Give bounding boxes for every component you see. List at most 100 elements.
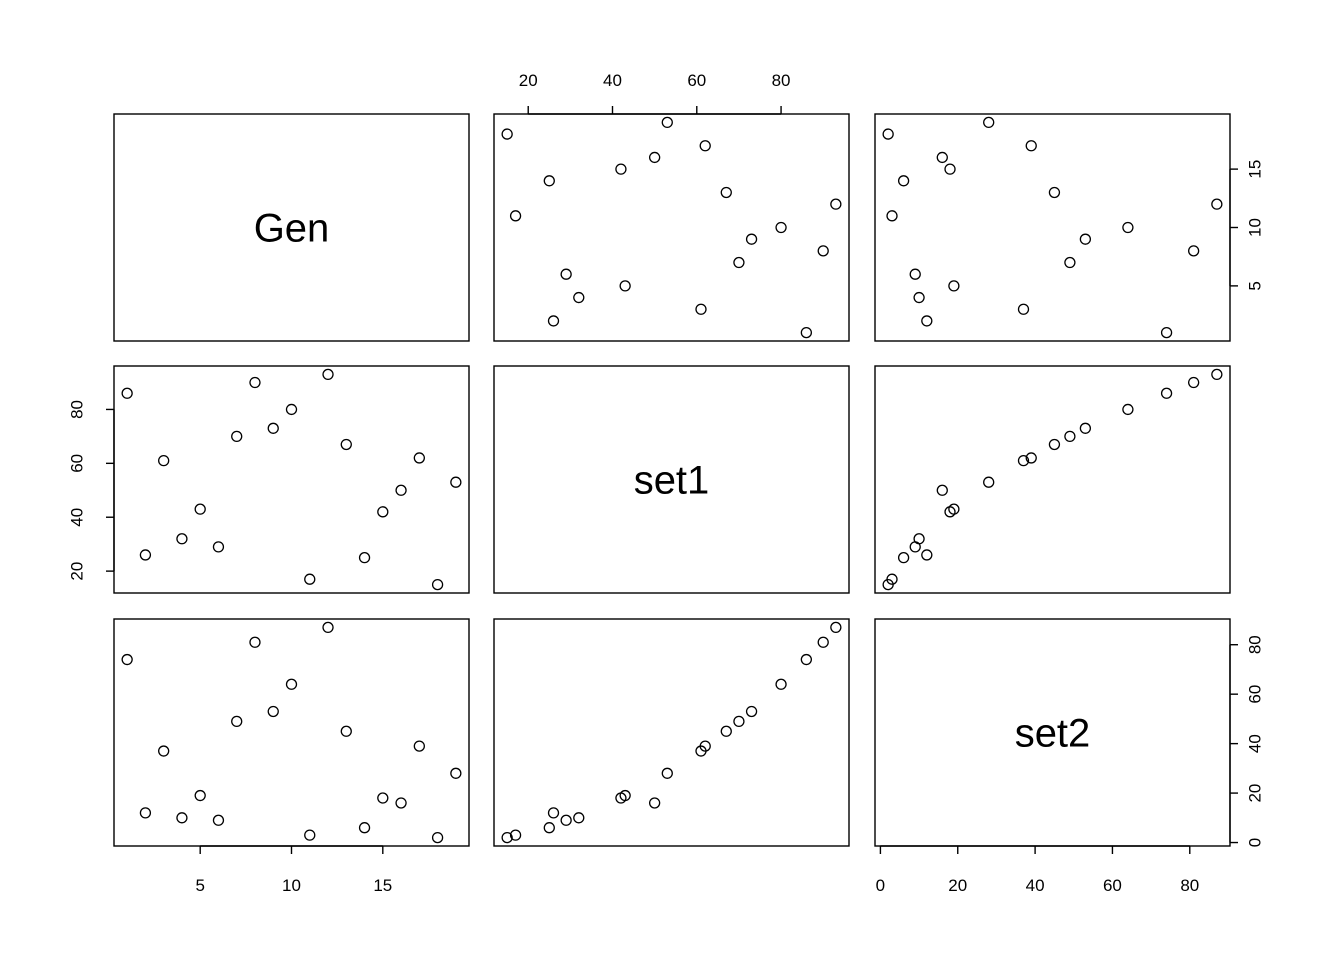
point-set2-vs-set1-6 [560,814,572,826]
point-set2-vs-Gen-5 [194,789,206,802]
point-set1-vs-set2-17 [1025,452,1037,464]
point-set2-vs-set1-10 [775,678,787,690]
diag-label-set1: set1 [634,459,710,503]
point-set2-vs-set1-7 [733,715,745,728]
point-set1-vs-set2-12 [1211,368,1223,381]
point-Gen-vs-set2-18 [882,128,894,140]
point-set1-vs-set2-3 [1017,454,1030,467]
point-set2-vs-Gen-6 [212,814,225,826]
point-Gen-vs-set2-5 [948,280,960,292]
point-set1-vs-Gen-1 [121,387,133,399]
point-Gen-vs-set1-19 [661,116,673,129]
point-set1-vs-Gen-8 [249,376,261,389]
point-set1-vs-Gen-3 [158,454,170,467]
point-Gen-vs-set2-14 [897,175,910,187]
y-tick-label-set1-20: 20 [67,562,86,581]
point-Gen-vs-set1-4 [573,291,585,304]
point-set2-vs-Gen-13 [340,725,352,737]
point-set1-vs-Gen-9 [267,422,279,434]
point-Gen-vs-set2-11 [886,210,898,222]
point-set1-vs-set2-18 [882,578,894,591]
point-set1-vs-set2-8 [1187,376,1200,389]
point-set2-vs-Gen-14 [358,822,371,834]
point-set2-vs-set1-16 [648,797,661,809]
point-set2-vs-set1-4 [573,812,585,824]
panel-frame-Gen-set1 [493,113,850,342]
point-set2-vs-Gen-17 [413,740,425,752]
point-set1-vs-Gen-7 [231,430,243,443]
point-set2-vs-Gen-18 [431,831,444,844]
x-tick-label-set1-40: 40 [603,71,622,90]
point-set1-vs-set2-19 [983,476,995,488]
y-tick-label-set2-40: 40 [1245,734,1264,753]
point-Gen-vs-set1-6 [560,268,572,280]
point-set2-vs-Gen-11 [304,829,316,841]
point-Gen-vs-set2-3 [1017,303,1030,315]
point-Gen-vs-set1-14 [543,175,555,187]
panel-frame-set1-set1 [493,365,850,594]
y-tick-label-set2-80: 80 [1245,635,1264,654]
point-set2-vs-set1-17 [699,740,711,752]
point-set1-vs-Gen-18 [431,578,444,591]
point-set2-vs-Gen-8 [249,636,261,648]
point-set1-vs-set2-13 [1048,438,1061,451]
x-tick-label-set2-20: 20 [948,876,967,895]
x-tick-label-set2-60: 60 [1103,876,1122,895]
point-Gen-vs-set2-9 [1079,233,1092,245]
y-tick-label-set2-0: 0 [1245,838,1264,847]
diag-label-set2: set2 [1015,712,1091,756]
point-Gen-vs-set2-6 [909,268,921,280]
point-Gen-vs-set1-3 [695,303,707,315]
point-Gen-vs-set1-5 [619,280,631,292]
point-set2-vs-set1-8 [817,636,829,648]
x-tick-label-set1-60: 60 [687,71,706,90]
point-set2-vs-set1-19 [661,767,673,779]
y-tick-label-Gen-15: 15 [1245,160,1264,179]
point-set1-vs-set2-2 [921,549,933,561]
x-tick-label-set2-80: 80 [1180,876,1199,895]
y-tick-label-set1-80: 80 [67,400,86,419]
point-set2-vs-Gen-16 [395,797,407,809]
point-Gen-vs-set2-7 [1064,256,1076,269]
point-Gen-vs-set2-12 [1211,198,1223,210]
point-set1-vs-set2-15 [944,506,956,518]
point-set1-vs-Gen-12 [322,368,334,381]
panel-frame-Gen-Gen [113,113,470,342]
point-set2-vs-Gen-3 [158,745,170,757]
point-Gen-vs-set1-8 [817,245,829,257]
panel-frame-set2-Gen [113,618,470,847]
point-set2-vs-Gen-10 [285,678,298,690]
x-tick-label-Gen-5: 5 [195,876,204,895]
point-set2-vs-set1-14 [543,822,555,834]
point-Gen-vs-set1-18 [501,128,513,140]
point-set1-vs-set2-1 [1160,387,1173,399]
panel-frame-Gen-set2 [874,113,1231,342]
x-tick-label-set2-40: 40 [1026,876,1045,895]
point-set2-vs-Gen-1 [121,653,133,666]
point-set2-vs-set1-9 [745,705,758,718]
panel-frame-set2-set1 [493,618,850,847]
y-tick-label-set2-20: 20 [1245,784,1264,803]
panel-frame-set1-set2 [874,365,1231,594]
x-tick-label-set1-80: 80 [772,71,791,90]
point-Gen-vs-set1-13 [720,186,732,199]
point-Gen-vs-set1-7 [733,256,745,269]
point-Gen-vs-set1-2 [547,315,560,327]
point-set1-vs-Gen-17 [413,452,425,464]
point-Gen-vs-set2-15 [944,163,956,175]
y-tick-label-set1-40: 40 [67,508,86,527]
y-tick-label-set1-60: 60 [67,454,86,473]
point-set1-vs-Gen-5 [194,503,206,515]
x-tick-label-Gen-15: 15 [373,876,392,895]
panel-frame-set1-Gen [113,365,470,594]
point-set2-vs-set1-18 [501,831,513,844]
point-set1-vs-Gen-16 [395,484,407,496]
point-Gen-vs-set2-8 [1187,245,1200,257]
diagonal-labels: Gen set1 set2 [254,207,1091,756]
point-set2-vs-set1-1 [800,653,813,666]
point-set1-vs-Gen-15 [377,506,389,518]
point-set1-vs-set2-14 [897,551,910,564]
point-set2-vs-set1-15 [615,792,627,804]
point-Gen-vs-set1-16 [648,151,661,164]
